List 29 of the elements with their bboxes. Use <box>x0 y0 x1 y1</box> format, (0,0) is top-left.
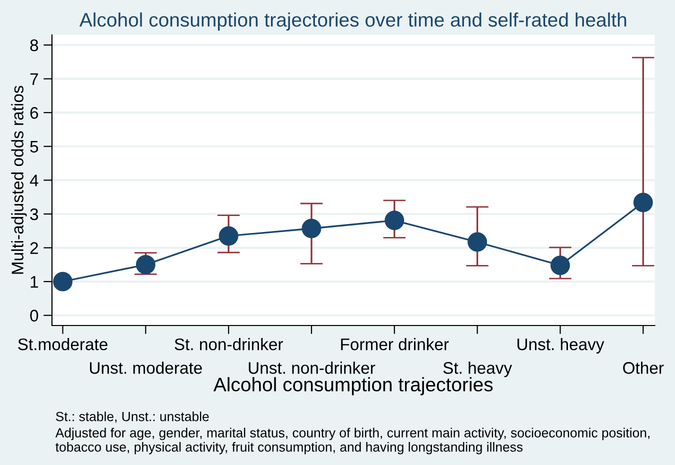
y-tick-label: 3 <box>30 208 38 220</box>
chart-title: Alcohol consumption trajectories over time and self-rated health <box>79 12 626 31</box>
point <box>633 192 653 212</box>
x-tick-label: St. heavy <box>443 362 512 378</box>
text: Adjusted for age, gender, marital status, country of birth, current main activity, socioeconomic position, tobacco use, physical activity, fruit consumption, and having longstanding illness <box>55 428 650 454</box>
x-tick-label: Unst. heavy <box>518 338 604 354</box>
point <box>550 256 570 276</box>
x-tick-label: Unst. moderate <box>90 362 202 374</box>
x-axis-title: Alcohol consumption trajectories <box>213 377 493 396</box>
y-tick-label: 6 <box>30 107 38 119</box>
x-tick-label: Unst. non-drinker <box>248 362 376 374</box>
point <box>384 210 404 230</box>
point <box>53 272 72 292</box>
x-tick-label: Other <box>623 362 664 374</box>
text: St.: stable, Unst.: unstable <box>56 412 209 423</box>
x-tick-label: St.moderate <box>18 338 108 350</box>
y-tick-label: 4 <box>30 174 38 186</box>
point <box>218 226 238 246</box>
y-tick-label: 0 <box>30 310 38 322</box>
x-tick-label: St. non-drinker <box>174 338 283 350</box>
x-tick-label: Former drinker <box>341 338 449 350</box>
y-tick-label: 2 <box>30 242 38 254</box>
y-axis-title: Multi-adjusted odds ratios <box>11 86 27 274</box>
y-tick-label: 8 <box>30 39 38 52</box>
y-tick-label: 1 <box>30 276 38 288</box>
point <box>468 232 488 252</box>
y-tick-label: 5 <box>30 140 38 153</box>
point <box>302 218 322 238</box>
y-tick-label: 7 <box>30 73 38 85</box>
